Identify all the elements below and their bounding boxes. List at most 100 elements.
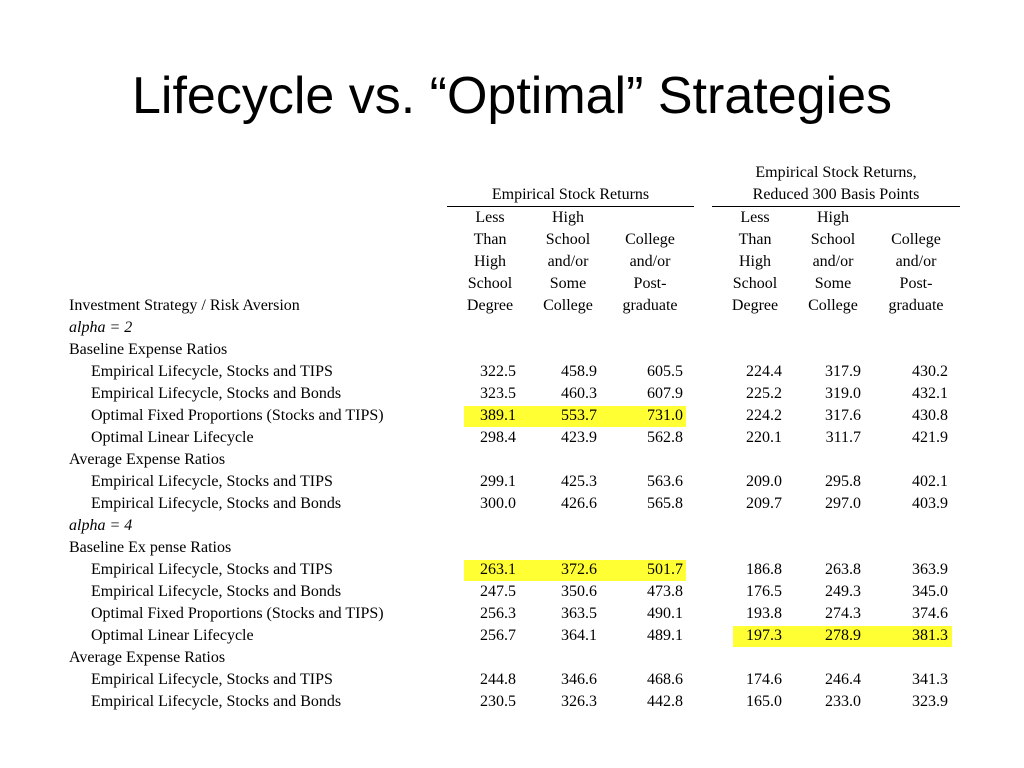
table-row: Optimal Linear Lifecycle 256.7 364.1 489.1 1… bbox=[0, 625, 1024, 647]
row-label: Baseline Expense Ratios bbox=[69, 341, 228, 358]
column-header-line: graduate bbox=[622, 297, 678, 314]
table-cell: 246.4 bbox=[825, 671, 861, 688]
table-cell: 562.8 bbox=[647, 429, 683, 446]
table-cell: 174.6 bbox=[746, 671, 782, 688]
table-cell: 458.9 bbox=[561, 363, 597, 380]
table-cell: 426.6 bbox=[561, 495, 597, 512]
table-cell: 317.6 bbox=[825, 407, 861, 424]
row-label: Average Expense Ratios bbox=[69, 649, 226, 666]
column-header-line: and/or bbox=[547, 253, 589, 270]
row-label: Empirical Lifecycle, Stocks and TIPS bbox=[91, 473, 333, 490]
table-cell: 432.1 bbox=[912, 385, 948, 402]
table-cell: 425.3 bbox=[561, 473, 597, 490]
column-header-line: Than bbox=[473, 231, 507, 248]
table-cell: 350.6 bbox=[561, 583, 597, 600]
column-header-line: High bbox=[817, 209, 849, 226]
row-label: Optimal Fixed Proportions (Stocks and TI… bbox=[91, 605, 384, 622]
column-header-line: High bbox=[474, 253, 506, 270]
row-label: Empirical Lifecycle, Stocks and Bonds bbox=[91, 385, 342, 402]
table-cell: 381.3 bbox=[912, 627, 948, 644]
data-table: alpha = 2 Baseline Expense Ratios Empirica… bbox=[0, 317, 1024, 713]
table-cell: 193.8 bbox=[746, 605, 782, 622]
row-label: Optimal Fixed Proportions (Stocks and TI… bbox=[91, 407, 384, 424]
table-cell: 346.6 bbox=[561, 671, 597, 688]
column-header-line: School bbox=[545, 231, 591, 248]
section-row: Average Expense Ratios bbox=[0, 647, 1024, 669]
column-header: College and/or Post-graduate bbox=[610, 207, 690, 317]
table-cell: 247.5 bbox=[480, 583, 516, 600]
column-header-line: and/or bbox=[812, 253, 854, 270]
row-label: Empirical Lifecycle, Stocks and TIPS bbox=[91, 363, 333, 380]
row-label: Average Expense Ratios bbox=[69, 451, 226, 468]
column-header-line: and/or bbox=[629, 253, 671, 270]
table-cell: 326.3 bbox=[561, 693, 597, 710]
table-cell: 295.8 bbox=[825, 473, 861, 490]
table-row: Empirical Lifecycle, Stocks and Bonds 247… bbox=[0, 581, 1024, 603]
group-header-empirical: Empirical Stock Returns bbox=[447, 184, 694, 207]
table-cell: 323.9 bbox=[912, 693, 948, 710]
section-row: Average Expense Ratios bbox=[0, 449, 1024, 471]
group-header-reduced-line2: Reduced 300 Basis Points bbox=[752, 186, 920, 203]
table-cell: 563.6 bbox=[647, 473, 683, 490]
table-cell: 374.6 bbox=[912, 605, 948, 622]
table-row: Optimal Fixed Proportions (Stocks and TI… bbox=[0, 405, 1024, 427]
table-cell: 186.8 bbox=[746, 561, 782, 578]
column-header-line: and/or bbox=[895, 253, 937, 270]
column-header-line: Some bbox=[549, 275, 587, 292]
table-cell: 278.9 bbox=[825, 627, 861, 644]
table-cell: 341.3 bbox=[912, 671, 948, 688]
row-label: Optimal Linear Lifecycle bbox=[91, 429, 254, 446]
row-label: Optimal Linear Lifecycle bbox=[91, 627, 254, 644]
table-cell: 501.7 bbox=[647, 561, 683, 578]
table-cell: 319.0 bbox=[825, 385, 861, 402]
table-cell: 298.4 bbox=[480, 429, 516, 446]
table-cell: 607.9 bbox=[647, 385, 683, 402]
table-row: Optimal Linear Lifecycle 298.4 423.9 562.8 2… bbox=[0, 427, 1024, 449]
column-header-line: Than bbox=[738, 231, 772, 248]
column-header-line: Degree bbox=[466, 297, 514, 314]
table-cell: 731.0 bbox=[647, 407, 683, 424]
row-header: Investment Strategy / Risk Aversion bbox=[69, 297, 300, 314]
column-header-line: College bbox=[625, 231, 675, 248]
table-cell: 263.8 bbox=[825, 561, 861, 578]
table-cell: 209.7 bbox=[746, 495, 782, 512]
section-row: Baseline Expense Ratios bbox=[0, 339, 1024, 361]
row-label: Baseline Ex pense Ratios bbox=[69, 539, 232, 556]
table-cell: 490.1 bbox=[647, 605, 683, 622]
table-cell: 430.8 bbox=[912, 407, 948, 424]
row-label: alpha = 2 bbox=[69, 319, 133, 336]
row-label: Empirical Lifecycle, Stocks and Bonds bbox=[91, 495, 342, 512]
column-header-line: School bbox=[467, 275, 513, 292]
table-cell: 300.0 bbox=[480, 495, 516, 512]
table-cell: 176.5 bbox=[746, 583, 782, 600]
table-cell: 363.5 bbox=[561, 605, 597, 622]
column-header-line: School bbox=[732, 275, 778, 292]
table-cell: 317.9 bbox=[825, 363, 861, 380]
column-header-line: School bbox=[810, 231, 856, 248]
column-header: Less Than High School Degree bbox=[450, 207, 530, 317]
table-cell: 363.9 bbox=[912, 561, 948, 578]
table-cell: 364.1 bbox=[561, 627, 597, 644]
table-cell: 274.3 bbox=[825, 605, 861, 622]
table-cell: 311.7 bbox=[825, 429, 861, 446]
highlight bbox=[733, 626, 952, 647]
group-header-reduced: Empirical Stock Returns, Reduced 300 Bas… bbox=[712, 162, 960, 207]
column-header-line: Post- bbox=[633, 275, 667, 292]
column-header: College and/or Post-graduate bbox=[876, 207, 956, 317]
table-row: Empirical Lifecycle, Stocks and TIPS 244.… bbox=[0, 669, 1024, 691]
table-cell: 249.3 bbox=[825, 583, 861, 600]
alpha-row: alpha = 4 bbox=[0, 515, 1024, 537]
table-cell: 372.6 bbox=[561, 561, 597, 578]
table-cell: 233.0 bbox=[825, 693, 861, 710]
table-cell: 209.0 bbox=[746, 473, 782, 490]
table-cell: 322.5 bbox=[480, 363, 516, 380]
column-header-line: College bbox=[808, 297, 858, 314]
column-header: High School and/or Some College bbox=[528, 207, 608, 317]
column-header-line: Post- bbox=[899, 275, 933, 292]
table-cell: 244.8 bbox=[480, 671, 516, 688]
column-header: High School and/or Some College bbox=[793, 207, 873, 317]
table-row: Empirical Lifecycle, Stocks and TIPS 263.… bbox=[0, 559, 1024, 581]
row-label: alpha = 4 bbox=[69, 517, 133, 534]
table-cell: 165.0 bbox=[746, 693, 782, 710]
table-cell: 403.9 bbox=[912, 495, 948, 512]
